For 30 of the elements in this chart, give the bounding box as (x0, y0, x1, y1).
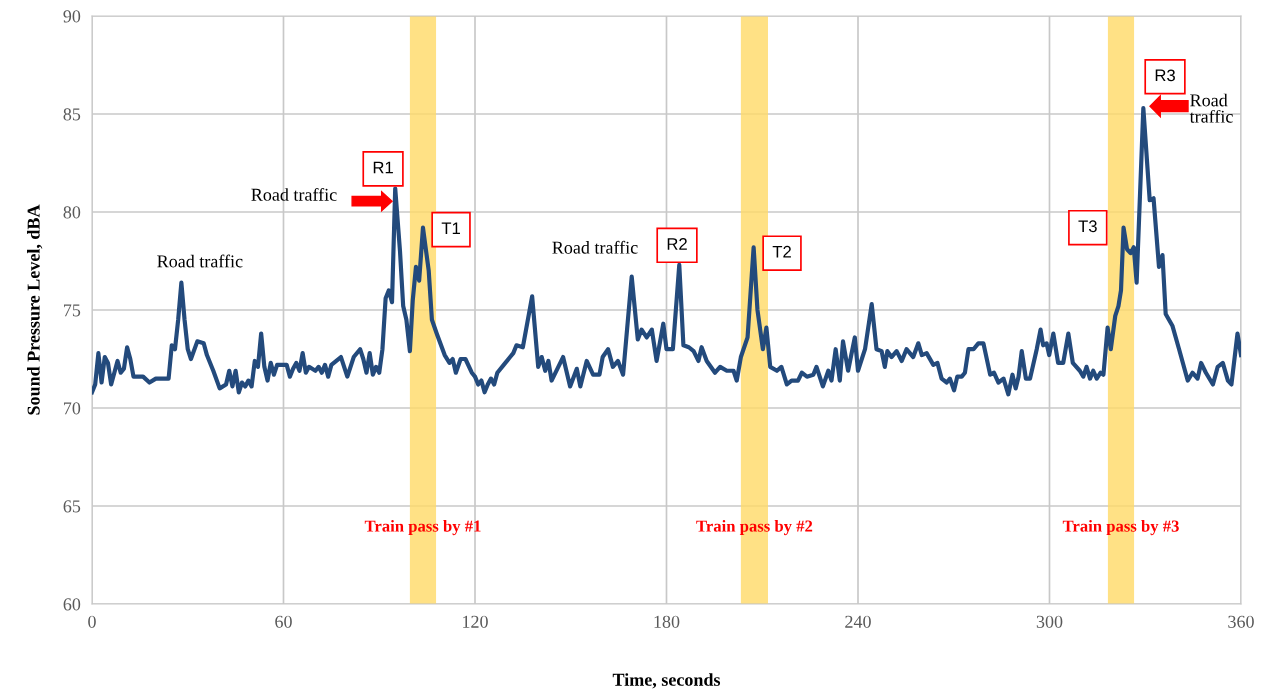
y-tick-label: 65 (63, 500, 81, 513)
y-axis-title: Sound Pressure Level, dBA (27, 204, 43, 415)
y-tick-label: 80 (63, 206, 81, 219)
x-tick-label: 180 (654, 615, 680, 628)
annotation: Road traffic (251, 187, 337, 201)
annotation: R1 (373, 161, 393, 174)
x-tick-label: 120 (463, 615, 488, 628)
annotation: Road traffic (157, 254, 243, 268)
annotation: T1 (441, 222, 460, 234)
x-tick-label: 240 (845, 615, 871, 628)
annotation: T2 (772, 245, 791, 258)
annotation: Road traffic (1189, 93, 1233, 123)
y-tick-label: 75 (64, 304, 81, 317)
y-tick-label: 60 (63, 598, 81, 611)
annotation: R2 (667, 237, 687, 250)
x-tick-label: 60 (275, 615, 292, 628)
band-label: Train pass by #2 (696, 519, 813, 536)
annotation: Road traffic (552, 240, 638, 254)
y-tick-label: 70 (64, 402, 81, 415)
x-tick-label: 360 (1228, 615, 1254, 628)
x-axis-title: Time, seconds (612, 673, 721, 689)
y-tick-label: 85 (63, 108, 81, 121)
band-label: Train pass by #1 (364, 519, 481, 536)
band-label: Train pass by #3 (1062, 519, 1179, 536)
annotation: R3 (1155, 69, 1175, 82)
x-tick-label: 0 (88, 615, 96, 628)
line-series (92, 106, 1241, 397)
annotation: T3 (1078, 220, 1097, 233)
x-tick-label: 300 (1036, 615, 1063, 628)
y-tick-label: 90 (63, 10, 81, 23)
